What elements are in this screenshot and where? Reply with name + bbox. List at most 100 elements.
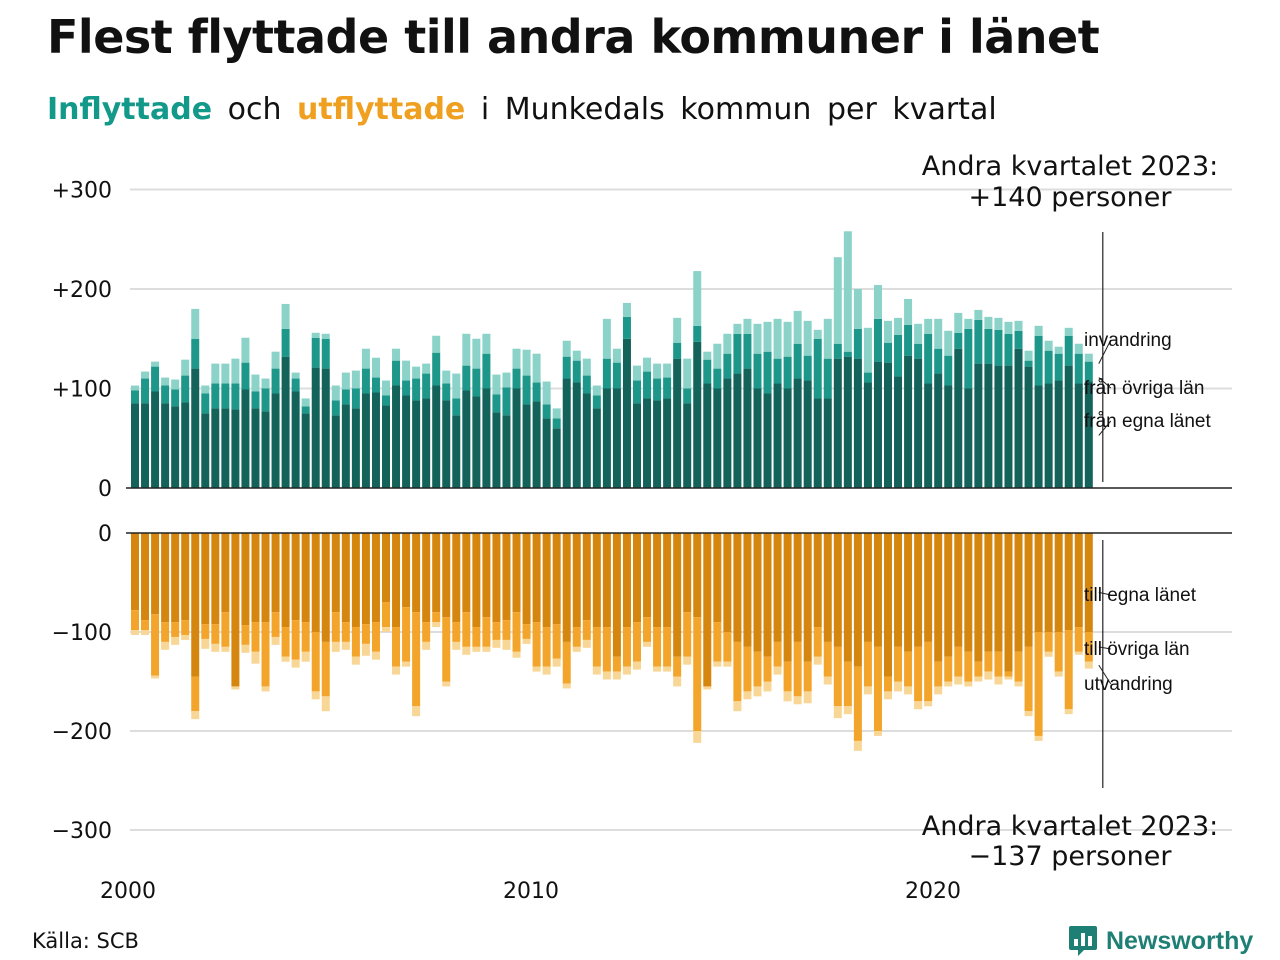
inflow-bar-other xyxy=(663,377,672,399)
inflow-bar-abroad xyxy=(542,381,551,405)
inflow-bar-abroad xyxy=(954,312,963,333)
inflow-bar-other xyxy=(793,343,802,379)
outflow-bar-other xyxy=(321,641,330,697)
outflow-bar-own xyxy=(472,533,481,628)
outflow-bar-own xyxy=(703,533,712,687)
inflow-bar-other xyxy=(1034,335,1043,386)
inflow-bar-own xyxy=(492,412,501,488)
outflow-bar-abroad xyxy=(1024,711,1033,717)
outflow-bar-abroad xyxy=(743,691,752,700)
newsworthy-logo[interactable]: Newsworthy xyxy=(1068,924,1253,958)
inflow-bar-abroad xyxy=(151,361,160,367)
inflow-bar-abroad xyxy=(914,323,923,344)
outflow-bar-own xyxy=(171,533,180,623)
outflow-bar-other xyxy=(452,622,461,642)
inflow-bar-other xyxy=(321,338,330,369)
inflow-bar-own xyxy=(452,415,461,488)
outflow-bar-own xyxy=(351,533,360,628)
inflow-bar-own xyxy=(733,373,742,488)
outflow-bar-other xyxy=(241,625,250,645)
inflow-bar-abroad xyxy=(221,363,230,384)
outflow-bar-other xyxy=(853,666,862,741)
inflow-bar-other xyxy=(341,389,350,405)
inflow-bar-other xyxy=(934,348,943,374)
outflow-bar-own xyxy=(582,533,591,621)
outflow-bar-other xyxy=(271,612,280,637)
outflow-bar-own xyxy=(382,533,390,603)
legend-inflow-label: invandring xyxy=(1084,330,1172,351)
outflow-bar-own xyxy=(602,533,611,628)
outflow-bar-own xyxy=(592,533,601,628)
inflow-bar-abroad xyxy=(653,363,662,379)
outflow-bar-other xyxy=(934,661,943,687)
inflow-bar-own xyxy=(482,388,491,488)
outflow-bar-abroad xyxy=(281,656,290,662)
inflow-bar-own xyxy=(321,368,330,488)
inflow-bar-abroad xyxy=(482,333,491,354)
inflow-bar-own xyxy=(994,365,1003,488)
inflow-bar-other xyxy=(191,338,200,369)
inflow-bar-other xyxy=(643,371,652,399)
outflow-bar-own xyxy=(251,533,260,623)
outflow-bar-abroad xyxy=(131,630,139,635)
outflow-bar-other xyxy=(823,641,832,677)
x-tick-label: 2000 xyxy=(100,879,156,904)
inflow-bar-other xyxy=(914,343,923,359)
outflow-bar-other xyxy=(984,651,993,672)
outflow-bar-own xyxy=(422,533,431,623)
inflow-bar-other xyxy=(582,375,591,394)
outflow-bar-other xyxy=(161,622,170,642)
y-tick-label: 0 xyxy=(98,522,112,547)
inflow-bar-abroad xyxy=(301,398,310,407)
outflow-bar-other xyxy=(643,617,652,642)
inflow-bar-abroad xyxy=(873,285,882,319)
outflow-bar-abroad xyxy=(472,646,481,652)
inflow-bar-abroad xyxy=(462,333,471,366)
annotation-bottom-line1: Andra kvartalet 2023: xyxy=(922,811,1218,842)
outflow-bar-abroad xyxy=(181,634,190,640)
inflow-bar-own xyxy=(442,400,451,488)
inflow-bar-abroad xyxy=(382,380,390,396)
inflow-bar-abroad xyxy=(231,358,240,384)
outflow-bar-other xyxy=(422,622,431,642)
outflow-bar-abroad xyxy=(713,661,722,667)
outflow-bar-other xyxy=(653,627,662,667)
outflow-bar-abroad xyxy=(602,671,611,680)
inflow-bar-own xyxy=(713,388,722,488)
outflow-bar-abroad xyxy=(542,666,551,675)
inflow-bar-other xyxy=(1004,333,1013,366)
outflow-bar-abroad xyxy=(823,676,832,685)
inflow-bar-other xyxy=(924,333,933,384)
outflow-bar-abroad xyxy=(612,671,621,680)
outflow-bar-abroad xyxy=(873,731,882,736)
outflow-bar-abroad xyxy=(833,706,842,719)
inflow-bar-own xyxy=(823,398,832,488)
inflow-bar-abroad xyxy=(201,385,210,394)
outflow-bar-own xyxy=(944,533,953,657)
inflow-bar-other xyxy=(181,375,190,403)
inflow-bar-abroad xyxy=(974,309,983,320)
outflow-bar-abroad xyxy=(432,622,441,628)
outflow-bar-abroad xyxy=(663,666,672,672)
inflow-bar-own xyxy=(743,368,752,488)
outflow-bar-own xyxy=(904,533,913,652)
inflow-bar-own xyxy=(412,400,421,488)
inflow-bar-other xyxy=(562,356,571,379)
outflow-bar-abroad xyxy=(221,646,230,652)
inflow-bar-own xyxy=(934,373,943,488)
outflow-bar-abroad xyxy=(261,686,270,692)
inflow-bar-own xyxy=(894,376,903,488)
outflow-bar-other xyxy=(693,617,702,731)
subtitle-and-label: och xyxy=(227,92,282,127)
outflow-bar-other xyxy=(954,646,963,677)
outflow-bar-other xyxy=(753,651,762,687)
inflow-bar-other xyxy=(783,356,792,389)
outflow-bar-other xyxy=(151,614,160,676)
subtitle-inflow-label: Inflyttade xyxy=(47,92,213,127)
inflow-bar-abroad xyxy=(392,348,401,361)
inflow-bar-abroad xyxy=(683,358,692,389)
outflow-bar-abroad xyxy=(904,686,913,695)
outflow-bar-own xyxy=(151,533,160,615)
inflow-bar-other xyxy=(773,358,782,384)
outflow-bar-abroad xyxy=(693,731,702,743)
